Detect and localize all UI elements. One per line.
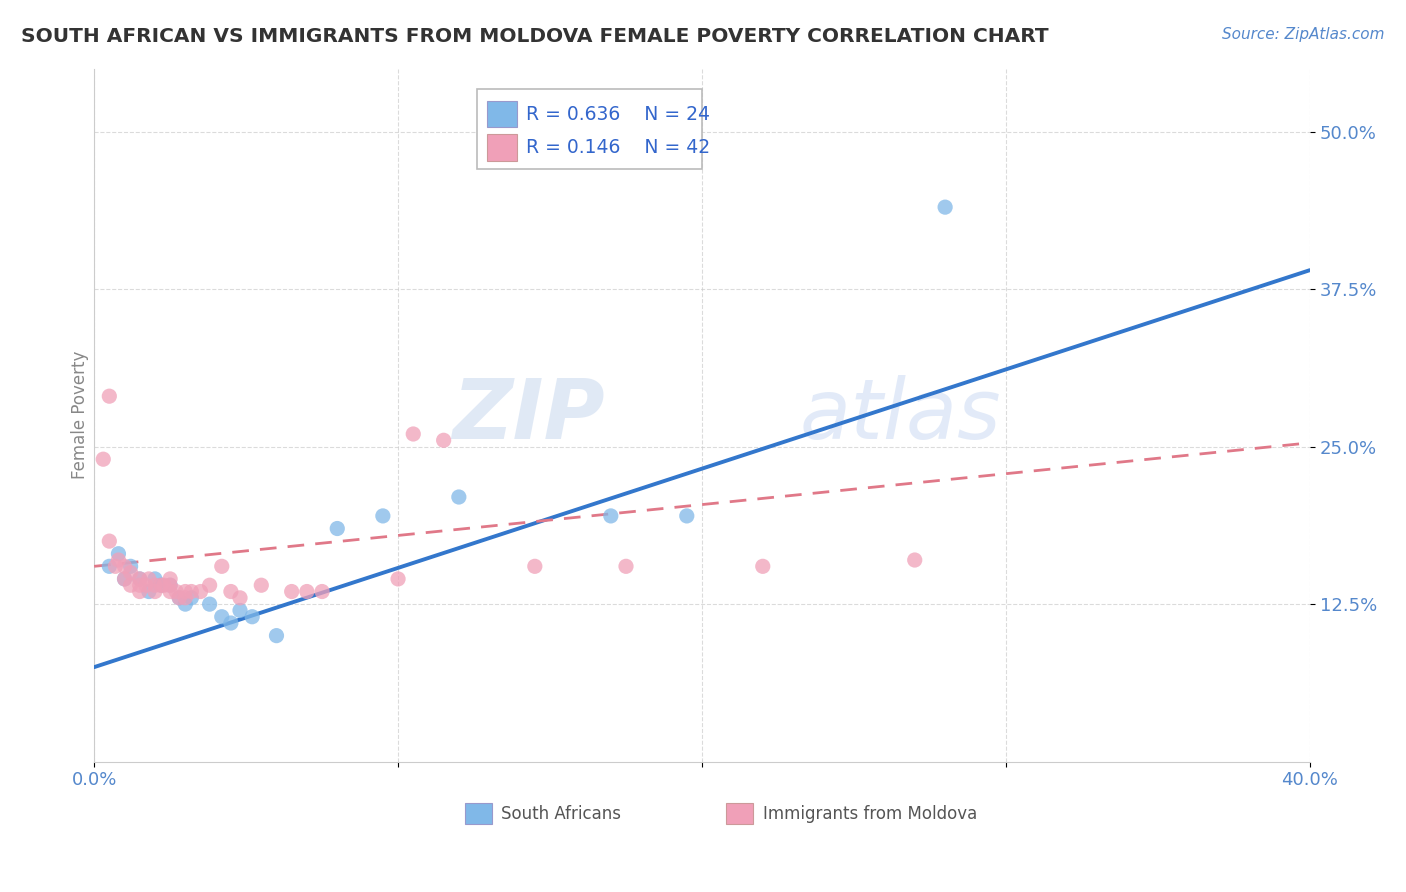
Point bbox=[107, 553, 129, 567]
Point bbox=[190, 584, 212, 599]
Point bbox=[934, 200, 956, 214]
Point bbox=[167, 591, 190, 605]
FancyBboxPatch shape bbox=[465, 804, 492, 824]
Point bbox=[159, 578, 181, 592]
Point bbox=[904, 553, 927, 567]
FancyBboxPatch shape bbox=[477, 89, 702, 169]
Point bbox=[174, 584, 197, 599]
Text: Source: ZipAtlas.com: Source: ZipAtlas.com bbox=[1222, 27, 1385, 42]
Point bbox=[91, 452, 114, 467]
Point bbox=[447, 490, 470, 504]
Point bbox=[180, 584, 202, 599]
Text: South Africans: South Africans bbox=[502, 805, 621, 822]
Text: R = 0.636    N = 24: R = 0.636 N = 24 bbox=[526, 104, 710, 124]
Point bbox=[219, 584, 242, 599]
Point bbox=[198, 597, 221, 611]
Point bbox=[229, 591, 252, 605]
Text: Immigrants from Moldova: Immigrants from Moldova bbox=[763, 805, 977, 822]
Point bbox=[159, 584, 181, 599]
Point bbox=[98, 389, 121, 403]
Point bbox=[614, 559, 637, 574]
Point bbox=[159, 578, 181, 592]
Point bbox=[128, 578, 150, 592]
Text: ZIP: ZIP bbox=[453, 375, 605, 456]
Point bbox=[433, 434, 456, 448]
Point bbox=[752, 559, 775, 574]
Point bbox=[114, 572, 136, 586]
Point bbox=[240, 609, 263, 624]
Point bbox=[675, 508, 697, 523]
Point bbox=[150, 578, 173, 592]
Point bbox=[120, 566, 142, 580]
Point bbox=[387, 572, 409, 586]
Point bbox=[120, 578, 142, 592]
Point bbox=[143, 572, 166, 586]
Point bbox=[98, 559, 121, 574]
FancyBboxPatch shape bbox=[486, 135, 517, 161]
Point bbox=[523, 559, 546, 574]
Point bbox=[128, 584, 150, 599]
Text: SOUTH AFRICAN VS IMMIGRANTS FROM MOLDOVA FEMALE POVERTY CORRELATION CHART: SOUTH AFRICAN VS IMMIGRANTS FROM MOLDOVA… bbox=[21, 27, 1049, 45]
Point bbox=[402, 427, 425, 442]
Point bbox=[150, 578, 173, 592]
Point bbox=[128, 572, 150, 586]
Point bbox=[153, 578, 176, 592]
Point bbox=[114, 572, 136, 586]
Point bbox=[371, 508, 394, 523]
Point bbox=[280, 584, 302, 599]
Point bbox=[167, 591, 190, 605]
Point bbox=[104, 559, 127, 574]
Point bbox=[128, 572, 150, 586]
Point bbox=[135, 578, 157, 592]
Text: R = 0.146    N = 42: R = 0.146 N = 42 bbox=[526, 138, 710, 157]
Point bbox=[174, 591, 197, 605]
Point bbox=[138, 572, 160, 586]
Point bbox=[165, 584, 187, 599]
Point bbox=[295, 584, 318, 599]
FancyBboxPatch shape bbox=[727, 804, 754, 824]
Point bbox=[219, 615, 242, 630]
FancyBboxPatch shape bbox=[486, 101, 517, 128]
Y-axis label: Female Poverty: Female Poverty bbox=[72, 351, 89, 479]
Point bbox=[114, 559, 136, 574]
Point bbox=[599, 508, 621, 523]
Point bbox=[211, 609, 233, 624]
Point bbox=[174, 597, 197, 611]
Point bbox=[211, 559, 233, 574]
Point bbox=[143, 578, 166, 592]
Point bbox=[326, 522, 349, 536]
Point bbox=[107, 547, 129, 561]
Point bbox=[143, 584, 166, 599]
Point bbox=[138, 584, 160, 599]
Point bbox=[159, 572, 181, 586]
Point bbox=[198, 578, 221, 592]
Point bbox=[266, 629, 288, 643]
Point bbox=[180, 591, 202, 605]
Point bbox=[98, 534, 121, 549]
Point bbox=[120, 559, 142, 574]
Point bbox=[311, 584, 333, 599]
Point bbox=[229, 603, 252, 617]
Text: atlas: atlas bbox=[799, 375, 1001, 456]
Point bbox=[250, 578, 273, 592]
